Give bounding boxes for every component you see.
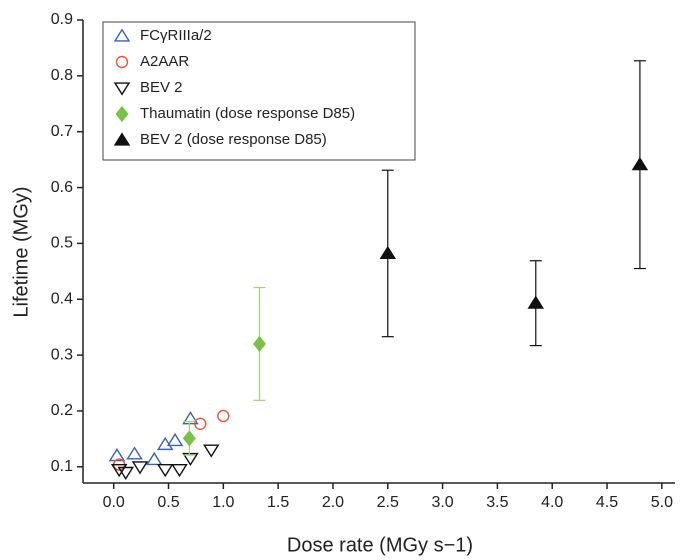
point bbox=[117, 466, 135, 481]
x-tick-label: 1.0 bbox=[212, 494, 234, 511]
point bbox=[156, 436, 174, 451]
x-tick-label: 5.0 bbox=[651, 494, 673, 511]
point bbox=[131, 461, 149, 475]
x-axis-title: Dose rate (MGy s−1) bbox=[287, 534, 473, 556]
point bbox=[217, 409, 230, 423]
legend-box bbox=[102, 21, 416, 161]
legend-marker bbox=[115, 105, 129, 123]
legend-marker bbox=[113, 28, 131, 42]
legend-label: BEV 2 (dose response D85) bbox=[140, 131, 327, 148]
y-tick-label: 0.4 bbox=[51, 290, 73, 307]
x-tick-label: 1.5 bbox=[267, 494, 289, 511]
x-tick-label: 0.0 bbox=[103, 494, 125, 511]
point bbox=[527, 295, 545, 309]
y-tick-label: 0.9 bbox=[51, 11, 73, 28]
point bbox=[171, 463, 188, 478]
x-tick-label: 3.5 bbox=[486, 494, 508, 511]
y-axis-title: Lifetime (MGy) bbox=[10, 186, 32, 317]
point bbox=[182, 452, 199, 467]
legend-label: BEV 2 bbox=[140, 79, 183, 96]
legend-marker bbox=[115, 55, 129, 69]
x-tick-label: 2.0 bbox=[322, 494, 344, 511]
point bbox=[253, 335, 267, 353]
x-tick-label: 4.5 bbox=[596, 494, 618, 511]
point bbox=[156, 463, 174, 478]
point bbox=[182, 430, 196, 447]
x-tick-label: 3.0 bbox=[431, 494, 453, 511]
point bbox=[194, 417, 207, 430]
point bbox=[126, 446, 143, 460]
point bbox=[203, 444, 220, 458]
x-tick-label: 4.0 bbox=[541, 494, 563, 511]
y-tick-label: 0.5 bbox=[51, 235, 73, 252]
x-tick-label: 2.5 bbox=[377, 494, 399, 511]
legend-marker bbox=[113, 82, 131, 96]
y-tick-label: 0.8 bbox=[51, 67, 73, 84]
y-tick-label: 0.1 bbox=[51, 458, 73, 475]
legend-marker bbox=[113, 132, 131, 146]
y-tick-label: 0.3 bbox=[51, 346, 73, 363]
point bbox=[108, 448, 126, 462]
y-tick-label: 0.6 bbox=[51, 179, 73, 196]
y-tick-label: 0.7 bbox=[51, 123, 73, 140]
y-tick-label: 0.2 bbox=[51, 402, 73, 419]
point bbox=[182, 411, 199, 425]
legend-label: A2AAR bbox=[140, 53, 189, 70]
legend-label: FCγRIIIa/2 bbox=[140, 27, 212, 44]
point bbox=[631, 157, 649, 171]
point bbox=[379, 245, 397, 260]
point bbox=[145, 451, 163, 466]
legend-label: Thaumatin (dose response D85) bbox=[140, 105, 355, 122]
point bbox=[166, 432, 184, 447]
point bbox=[110, 463, 128, 478]
x-tick-label: 0.5 bbox=[157, 494, 179, 511]
